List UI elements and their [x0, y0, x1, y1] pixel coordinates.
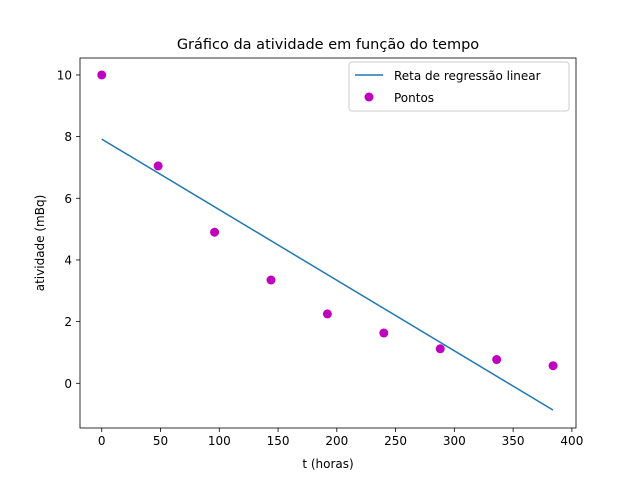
x-tick-label: 150: [267, 434, 290, 448]
x-tick-label: 50: [153, 434, 168, 448]
y-tick-label: 0: [64, 377, 72, 391]
data-point: [548, 361, 558, 371]
legend-label-points: Pontos: [394, 91, 434, 105]
legend-point-swatch: [364, 92, 374, 102]
legend-label-regression: Reta de regressão linear: [394, 69, 541, 83]
data-point: [153, 161, 163, 171]
plot-area: [97, 70, 558, 411]
data-point: [435, 344, 445, 354]
chart-title: Gráfico da atividade em função do tempo: [177, 37, 479, 53]
y-tick-label: 2: [64, 315, 72, 329]
x-tick-label: 300: [443, 434, 466, 448]
regression-line: [101, 138, 554, 411]
x-tick-label: 0: [98, 434, 106, 448]
data-point: [266, 275, 276, 285]
axes-frame: [79, 57, 577, 429]
x-tick-label: 100: [208, 434, 231, 448]
y-tick-label: 10: [57, 68, 72, 82]
x-tick-label: 250: [384, 434, 407, 448]
legend-box: [348, 61, 570, 112]
x-tick-label: 400: [560, 434, 583, 448]
y-tick-label: 6: [64, 192, 72, 206]
y-tick-label: 4: [64, 253, 72, 267]
x-axis-title: t (horas): [302, 457, 353, 471]
data-point: [379, 328, 389, 338]
axis-ticks: 0 50 100 150 200 250 300 350 400 0 2 4 6 8 10: [57, 68, 584, 448]
legend: Reta de regressão linear Pontos: [348, 61, 570, 112]
data-point: [210, 227, 220, 237]
x-tick-label: 200: [325, 434, 348, 448]
data-point: [322, 309, 332, 319]
y-tick-label: 8: [64, 130, 72, 144]
y-axis-title: atividade (mBq): [33, 195, 47, 292]
data-point: [97, 70, 107, 80]
x-tick-label: 350: [502, 434, 525, 448]
data-point: [492, 355, 502, 365]
